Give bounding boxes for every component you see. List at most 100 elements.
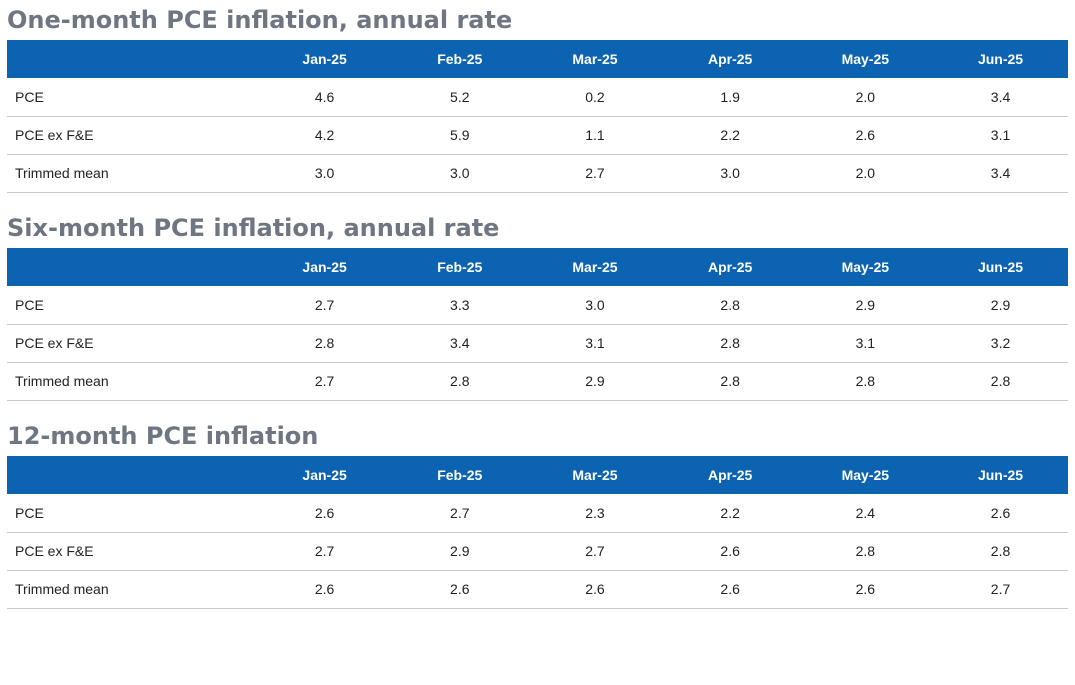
value-cell: 2.7 — [932, 570, 1069, 609]
value-cell: 2.6 — [797, 116, 933, 155]
table-row: Trimmed mean 3.0 3.0 2.7 3.0 2.0 3.4 — [7, 154, 1069, 193]
value-cell: 3.3 — [392, 286, 528, 325]
table-row: PCE ex F&E 2.8 3.4 3.1 2.8 3.1 3.2 — [7, 324, 1069, 363]
column-header: Feb-25 — [437, 51, 483, 67]
value-cell: 3.4 — [932, 78, 1069, 117]
value-cell: 2.9 — [392, 532, 528, 571]
header-blank-cell — [7, 456, 257, 494]
one-month-title: One-month PCE inflation, annual rate — [7, 6, 513, 34]
column-header: Apr-25 — [707, 467, 753, 483]
column-header: Jan-25 — [302, 259, 347, 275]
value-cell: 4.6 — [257, 78, 393, 117]
table-row: PCE ex F&E 4.2 5.9 1.1 2.2 2.6 3.1 — [7, 116, 1069, 155]
value-cell: 3.0 — [392, 154, 528, 193]
column-header: Jan-25 — [302, 467, 347, 483]
value-cell: 2.8 — [662, 362, 798, 401]
column-header: May-25 — [841, 467, 890, 483]
value-cell: 3.0 — [257, 154, 393, 193]
value-cell: 3.0 — [527, 286, 663, 325]
column-header: Mar-25 — [572, 259, 618, 275]
table-row: PCE ex F&E 2.7 2.9 2.7 2.6 2.8 2.8 — [7, 532, 1069, 571]
row-label: Trimmed mean — [7, 362, 257, 401]
value-cell: 4.2 — [257, 116, 393, 155]
column-header: May-25 — [841, 259, 890, 275]
value-cell: 2.8 — [662, 324, 798, 363]
value-cell: 2.8 — [662, 286, 798, 325]
value-cell: 2.9 — [797, 286, 933, 325]
column-header: Mar-25 — [572, 467, 618, 483]
value-cell: 3.4 — [932, 154, 1069, 193]
column-header: Mar-25 — [572, 51, 618, 67]
value-cell: 2.6 — [392, 570, 528, 609]
value-cell: 2.0 — [797, 154, 933, 193]
value-cell: 2.6 — [932, 494, 1069, 533]
table-row: Trimmed mean 2.6 2.6 2.6 2.6 2.6 2.7 — [7, 570, 1069, 609]
value-cell: 2.2 — [662, 494, 798, 533]
row-label: PCE ex F&E — [7, 116, 257, 155]
value-cell: 3.1 — [527, 324, 663, 363]
header-row: Jan-25 Feb-25 Mar-25 Apr-25 May-25 Jun-25 — [7, 248, 1069, 286]
value-cell: 3.1 — [797, 324, 933, 363]
value-cell: 2.6 — [527, 570, 663, 609]
row-label: Trimmed mean — [7, 570, 257, 609]
value-cell: 1.9 — [662, 78, 798, 117]
value-cell: 2.6 — [662, 570, 798, 609]
column-header: May-25 — [841, 51, 890, 67]
value-cell: 3.1 — [932, 116, 1069, 155]
value-cell: 0.2 — [527, 78, 663, 117]
value-cell: 2.8 — [392, 362, 528, 401]
column-header: Jan-25 — [302, 51, 347, 67]
table-row: PCE 2.6 2.7 2.3 2.2 2.4 2.6 — [7, 494, 1069, 533]
six-month-section: Six-month PCE inflation, annual rate Jan-… — [7, 208, 1069, 401]
value-cell: 2.7 — [392, 494, 528, 533]
value-cell: 2.8 — [797, 362, 933, 401]
header-blank-cell — [7, 40, 257, 78]
value-cell: 2.6 — [797, 570, 933, 609]
value-cell: 2.7 — [527, 154, 663, 193]
one-month-table: Jan-25 Feb-25 Mar-25 Apr-25 May-25 Jun-25 PCE 4… — [7, 40, 1069, 193]
value-cell: 1.1 — [527, 116, 663, 155]
value-cell: 2.7 — [257, 286, 393, 325]
value-cell: 2.7 — [257, 362, 393, 401]
row-label: PCE ex F&E — [7, 532, 257, 571]
column-header: Feb-25 — [437, 467, 483, 483]
column-header: Jun-25 — [977, 259, 1024, 275]
row-label: PCE — [7, 494, 257, 533]
column-header: Feb-25 — [437, 259, 483, 275]
row-label: PCE — [7, 78, 257, 117]
value-cell: 2.8 — [797, 532, 933, 571]
value-cell: 2.8 — [932, 362, 1069, 401]
one-month-section: One-month PCE inflation, annual rate Jan-… — [7, 0, 1069, 193]
table-row: Trimmed mean 2.7 2.8 2.9 2.8 2.8 2.8 — [7, 362, 1069, 401]
value-cell: 3.4 — [392, 324, 528, 363]
column-header: Apr-25 — [707, 259, 753, 275]
value-cell: 2.7 — [527, 532, 663, 571]
six-month-title: Six-month PCE inflation, annual rate — [7, 214, 500, 242]
value-cell: 2.6 — [257, 494, 393, 533]
twelve-month-section: 12-month PCE inflation Jan-25 Feb-25 Mar-25… — [7, 416, 1069, 609]
value-cell: 3.2 — [932, 324, 1069, 363]
value-cell: 3.0 — [662, 154, 798, 193]
column-header: Apr-25 — [707, 51, 753, 67]
value-cell: 2.2 — [662, 116, 798, 155]
value-cell: 2.6 — [257, 570, 393, 609]
value-cell: 2.8 — [932, 532, 1069, 571]
value-cell: 5.2 — [392, 78, 528, 117]
twelve-month-title: 12-month PCE inflation — [7, 422, 319, 450]
header-row: Jan-25 Feb-25 Mar-25 Apr-25 May-25 Jun-25 — [7, 456, 1069, 494]
column-header: Jun-25 — [977, 467, 1024, 483]
table-row: PCE 4.6 5.2 0.2 1.9 2.0 3.4 — [7, 78, 1069, 117]
table-row: PCE 2.7 3.3 3.0 2.8 2.9 2.9 — [7, 286, 1069, 325]
value-cell: 2.0 — [797, 78, 933, 117]
six-month-table: Jan-25 Feb-25 Mar-25 Apr-25 May-25 Jun-25 PCE 2… — [7, 248, 1069, 401]
column-header: Jun-25 — [977, 51, 1024, 67]
header-row: Jan-25 Feb-25 Mar-25 Apr-25 May-25 Jun-25 — [7, 40, 1069, 78]
value-cell: 2.8 — [257, 324, 393, 363]
header-blank-cell — [7, 248, 257, 286]
value-cell: 2.3 — [527, 494, 663, 533]
value-cell: 2.9 — [527, 362, 663, 401]
value-cell: 5.9 — [392, 116, 528, 155]
value-cell: 2.4 — [797, 494, 933, 533]
value-cell: 2.6 — [662, 532, 798, 571]
twelve-month-table: Jan-25 Feb-25 Mar-25 Apr-25 May-25 Jun-25 PCE 2… — [7, 456, 1069, 609]
